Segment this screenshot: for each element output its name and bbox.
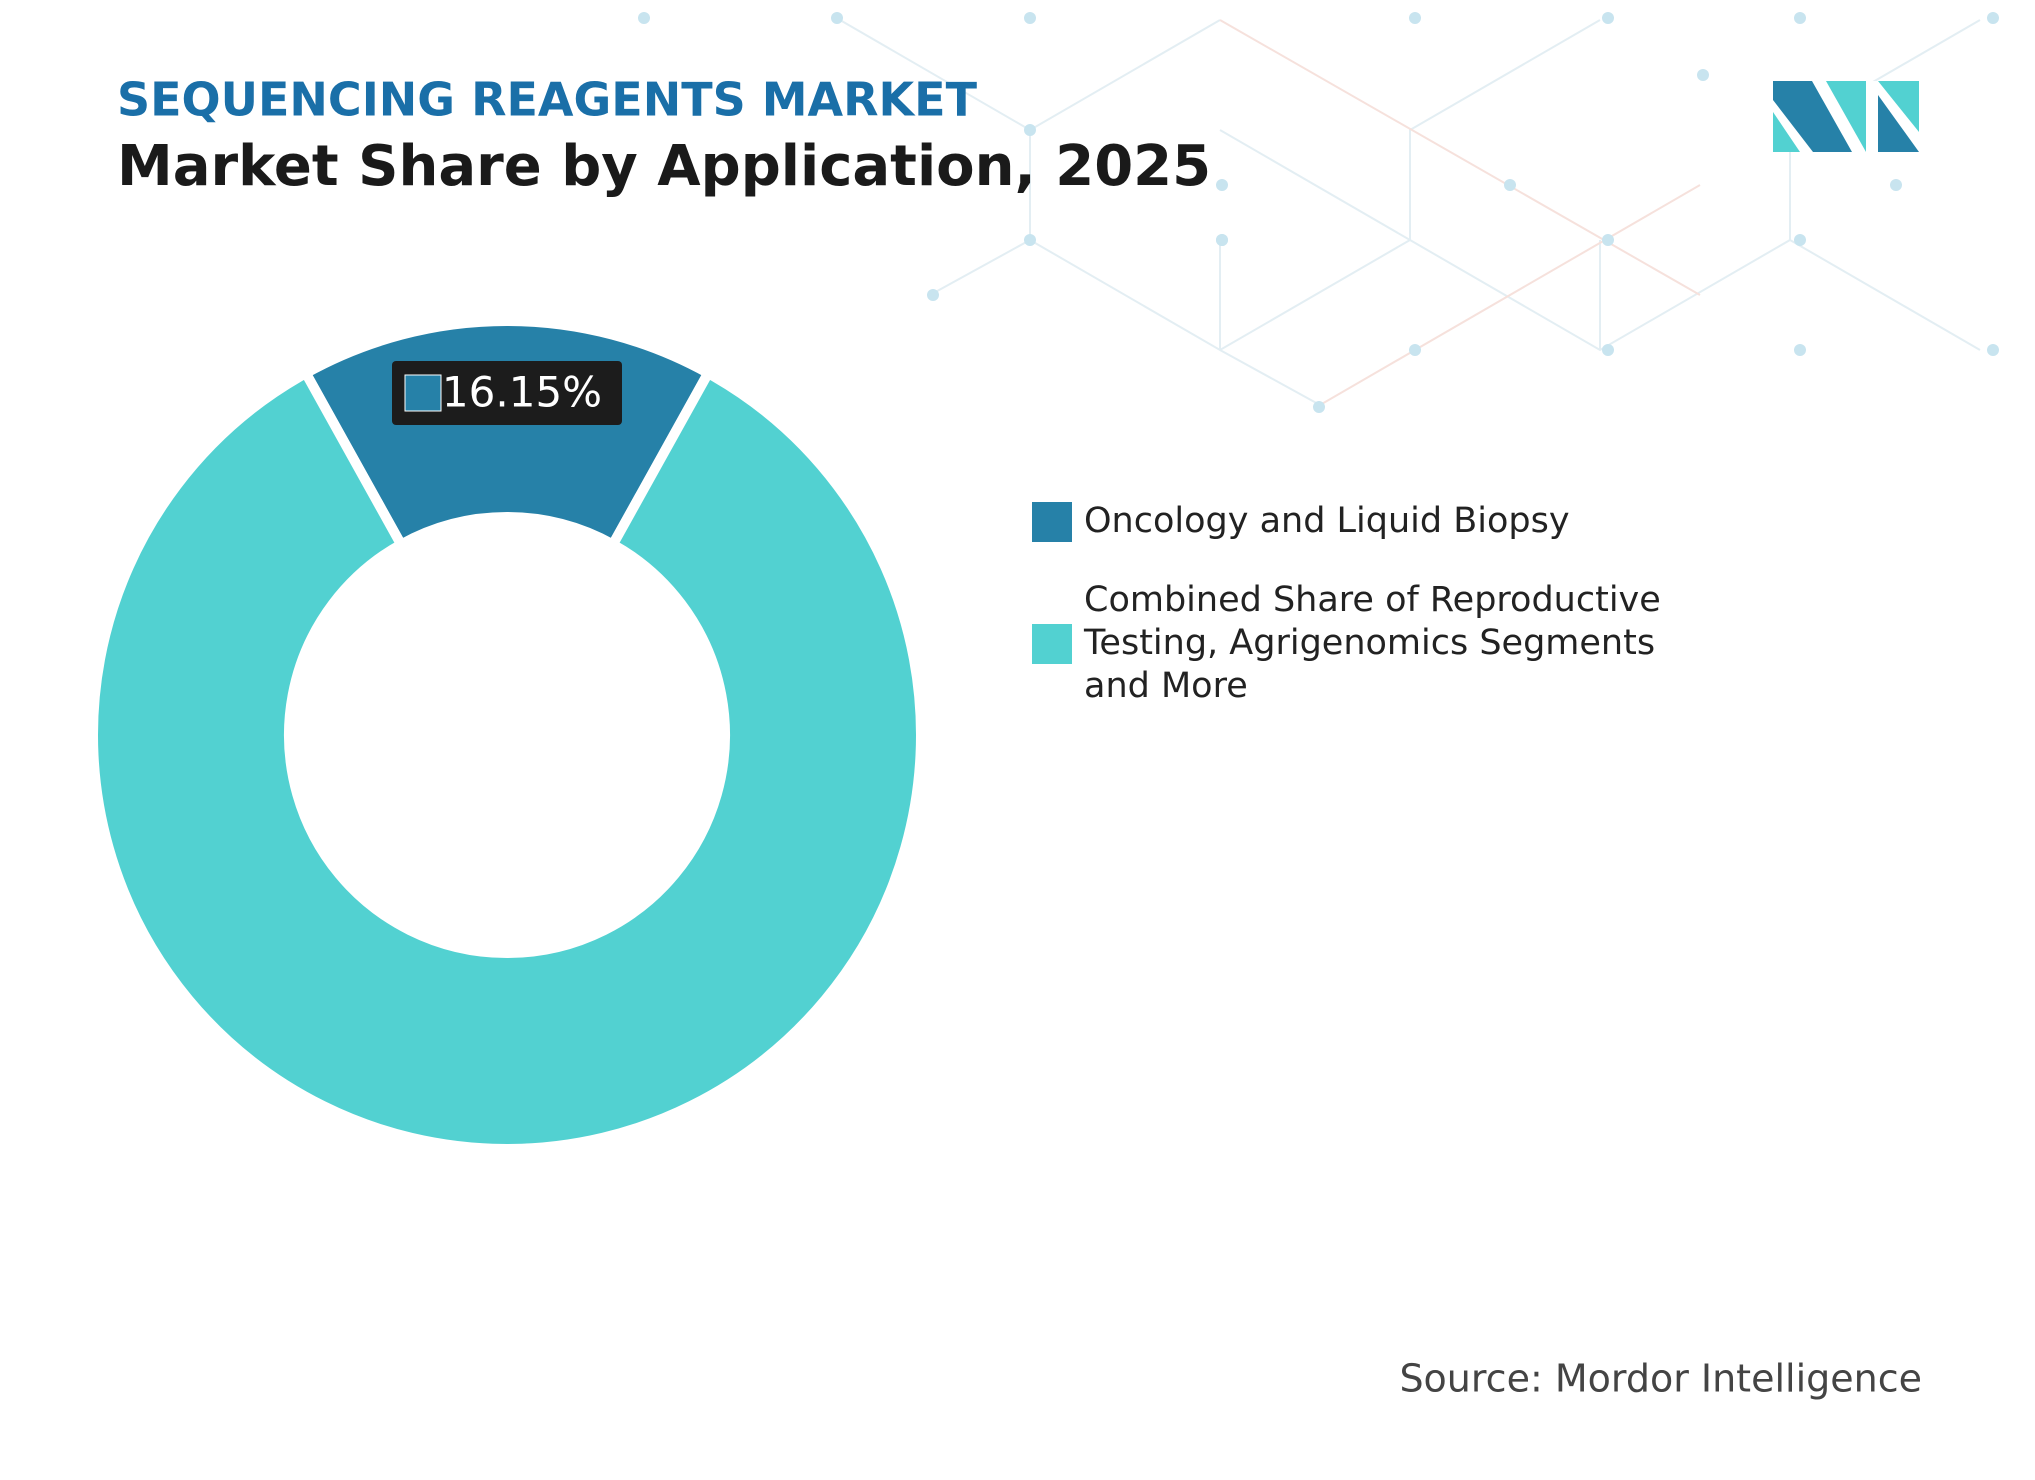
logo-shape — [1878, 81, 1919, 132]
background-pattern — [638, 12, 1999, 413]
logo — [1773, 81, 1919, 152]
data-label-swatch — [404, 374, 442, 412]
legend-item: Combined Share of Reproductive Testing, … — [1032, 579, 1732, 708]
legend: Oncology and Liquid Biopsy Combined Share… — [1032, 500, 1732, 744]
chart-title: Market Share by Application, 2025 — [117, 134, 1211, 199]
logo-shape — [1773, 81, 1852, 152]
donut-slice — [88, 366, 926, 1154]
supertitle: SEQUENCING REAGENTS MARKET — [117, 73, 978, 127]
hex-lines-accent — [1219, 19, 1701, 406]
legend-label: Combined Share of Reproductive Testing, … — [1084, 580, 1661, 706]
source: Source: Mordor Intelligence — [1399, 1357, 1922, 1401]
data-label: 16.15% — [392, 361, 622, 425]
logo-shape — [1878, 95, 1919, 152]
data-label-bg — [392, 361, 622, 425]
data-label-text: 16.15% — [442, 368, 602, 417]
legend-swatch — [1032, 501, 1072, 542]
legend-item: Oncology and Liquid Biopsy — [1032, 500, 1732, 543]
legend-label: Oncology and Liquid Biopsy — [1084, 501, 1570, 541]
donut: 16.15% — [88, 316, 926, 1154]
legend-swatch — [1032, 623, 1072, 664]
logo-shape — [1826, 81, 1866, 152]
hex-dots — [638, 12, 1999, 413]
logo-shape — [1773, 112, 1800, 152]
